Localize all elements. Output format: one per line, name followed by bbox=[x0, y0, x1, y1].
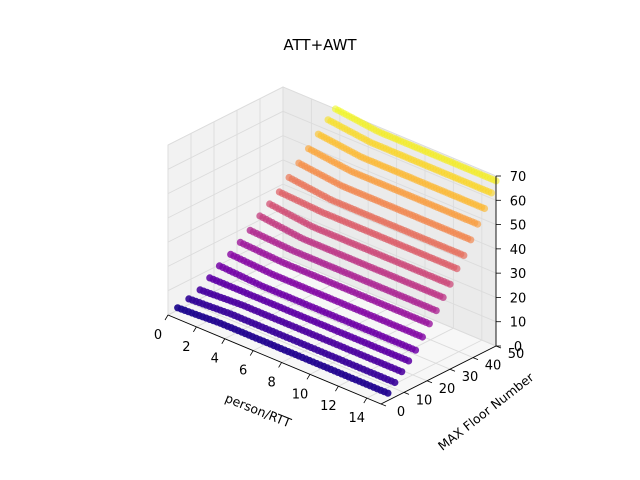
x-tick-mark bbox=[249, 350, 254, 356]
grid-line-z bbox=[167, 183, 497, 274]
x-tick-label: 4 bbox=[211, 352, 219, 367]
x-tick-mark bbox=[278, 362, 282, 368]
x-tick-label: 10 bbox=[292, 387, 309, 402]
y-tick-label: 30 bbox=[462, 370, 479, 385]
z-tick-label: 0 bbox=[514, 340, 522, 355]
y-tick-mark bbox=[403, 392, 410, 395]
scatter-point bbox=[460, 251, 468, 259]
y-tick-mark bbox=[449, 368, 456, 372]
y-tick-mark bbox=[426, 380, 433, 384]
scatter-point bbox=[411, 346, 420, 354]
x-tick-label: 8 bbox=[267, 376, 275, 391]
y-axis-line bbox=[380, 345, 497, 405]
y-tick-label: 20 bbox=[439, 382, 456, 397]
scatter-point bbox=[453, 265, 461, 273]
chart-title: ATT+AWT bbox=[283, 36, 357, 54]
axes-lines bbox=[167, 176, 497, 405]
x-tick-mark bbox=[306, 374, 311, 380]
scatter-point bbox=[391, 378, 399, 387]
scatter-point bbox=[418, 333, 426, 341]
y-tick-label: 10 bbox=[416, 393, 433, 408]
x-tick-label: 12 bbox=[320, 399, 337, 414]
scatter-point bbox=[405, 357, 413, 365]
grid-line-z bbox=[167, 135, 497, 226]
z-tick-label: 40 bbox=[510, 243, 527, 258]
y-tick-label: 50 bbox=[508, 347, 525, 362]
scatter-point bbox=[487, 189, 495, 197]
z-tick-label: 60 bbox=[510, 194, 527, 209]
scatter-point bbox=[474, 220, 482, 228]
z-tick-label: 10 bbox=[510, 316, 527, 331]
y-tick-mark bbox=[380, 403, 387, 407]
x-tick-label: 2 bbox=[182, 340, 190, 355]
scatter-point bbox=[425, 320, 433, 328]
y-tick-label: 40 bbox=[485, 359, 502, 374]
scatter-point bbox=[384, 389, 392, 397]
x-axis-label: person/RTT bbox=[223, 390, 294, 430]
x-tick-label: 14 bbox=[349, 411, 366, 426]
scatter-point bbox=[432, 307, 440, 315]
x-tick-mark bbox=[221, 338, 226, 344]
x-tick-mark bbox=[363, 397, 368, 404]
scatter-point bbox=[398, 368, 406, 376]
x-axis-line bbox=[167, 314, 382, 405]
x-tick-mark bbox=[164, 314, 169, 321]
z-tick-label: 70 bbox=[510, 170, 527, 185]
y-tick-mark bbox=[472, 357, 479, 360]
x-tick-label: 0 bbox=[154, 328, 162, 343]
scatter-point bbox=[480, 204, 489, 213]
scatter-point bbox=[439, 293, 447, 301]
y-tick-label: 0 bbox=[397, 405, 405, 420]
grid-line-z bbox=[167, 86, 497, 177]
x-tick-mark bbox=[335, 385, 339, 392]
x-tick-mark bbox=[193, 326, 197, 333]
scatter-points bbox=[174, 105, 500, 397]
z-tick-label: 50 bbox=[510, 219, 527, 234]
z-tick-label: 20 bbox=[510, 291, 527, 306]
grid-line-z bbox=[167, 110, 497, 201]
x-tick-label: 6 bbox=[239, 364, 247, 379]
z-tick-label: 30 bbox=[510, 267, 527, 282]
scatter-point bbox=[446, 280, 454, 288]
scatter-point bbox=[467, 236, 475, 244]
